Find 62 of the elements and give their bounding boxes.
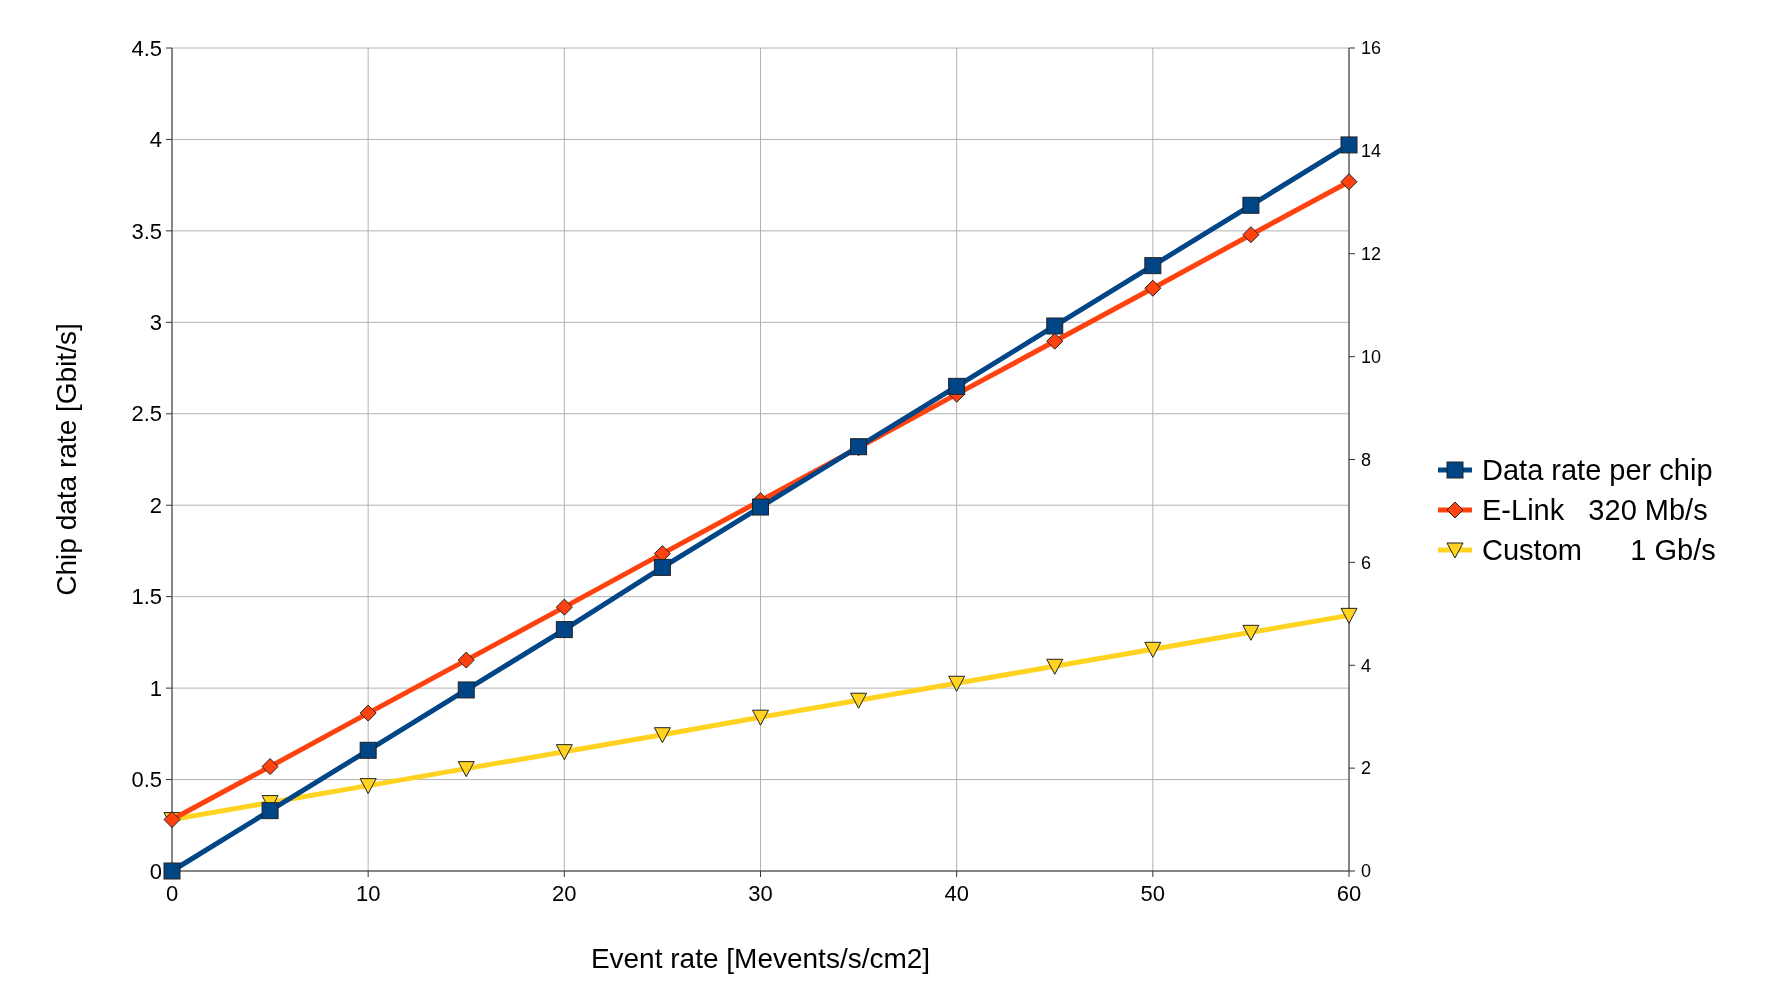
- point: [653, 558, 671, 576]
- point: [1046, 658, 1064, 675]
- x-tick-label: 10: [355, 881, 381, 906]
- legend-label: Data rate per chip: [1482, 454, 1713, 487]
- point: [555, 598, 573, 616]
- point: [359, 778, 377, 795]
- x-axis-title: Event rate [Mevents/s/cm2]: [590, 943, 931, 974]
- point: [850, 692, 868, 709]
- point: [359, 741, 377, 759]
- point: [948, 675, 966, 692]
- x-tick-label: 20: [552, 881, 577, 906]
- point: [1242, 624, 1260, 641]
- x-tick-label: 60: [1336, 881, 1362, 906]
- point: [948, 377, 966, 395]
- y-tick-label: 4: [149, 127, 162, 153]
- legend-label: Custom 1 Gb/s: [1482, 534, 1716, 567]
- point: [1340, 136, 1358, 154]
- point: [261, 758, 279, 776]
- point: [261, 802, 279, 820]
- point: [457, 651, 475, 669]
- point: [457, 761, 475, 778]
- point: [555, 744, 573, 761]
- y-tick-label: 1: [149, 675, 162, 701]
- y2-tick-label: 4: [1361, 655, 1372, 676]
- point: [1046, 317, 1064, 335]
- y-tick-label: 1.5: [131, 584, 162, 610]
- point: [752, 498, 769, 516]
- point: [653, 727, 671, 744]
- legend-label: E-Link 320 Mb/s: [1482, 494, 1708, 527]
- y2-tick-label: 14: [1361, 141, 1382, 162]
- y-tick-label: 2: [149, 492, 162, 518]
- y-tick-label: 4.5: [131, 35, 162, 61]
- y-axis-title: Chip data rate [Gbit/s]: [51, 323, 82, 596]
- y-tick-label: 0: [149, 858, 162, 884]
- point: [1242, 226, 1260, 244]
- x-tick-label: 0: [165, 881, 179, 906]
- y-tick-label: 3: [149, 310, 162, 336]
- y2-tick-label: 10: [1361, 346, 1382, 367]
- y-tick-label: 2.5: [131, 401, 162, 427]
- point: [1144, 279, 1162, 297]
- point: [1340, 607, 1358, 624]
- y2-tick-label: 6: [1361, 552, 1372, 573]
- x-tick-label: 50: [1140, 881, 1166, 906]
- point: [359, 704, 377, 722]
- point: [1340, 173, 1358, 191]
- point: [1242, 196, 1260, 214]
- point: [163, 862, 181, 880]
- point: [1144, 641, 1162, 658]
- y2-tick-label: 2: [1361, 758, 1372, 779]
- y2-tick-label: 8: [1361, 449, 1372, 470]
- y-tick-label: 3.5: [131, 218, 162, 244]
- point: [752, 709, 769, 726]
- x-tick-label: 30: [748, 881, 773, 906]
- point: [1144, 257, 1162, 275]
- point: [555, 621, 573, 639]
- y2-tick-label: 0: [1361, 861, 1372, 882]
- y-tick-label: 0.5: [131, 767, 162, 793]
- point: [457, 681, 475, 699]
- y2-tick-label: 12: [1361, 244, 1382, 265]
- point: [1046, 332, 1064, 350]
- y2-tick-label: 16: [1361, 38, 1382, 59]
- x-tick-label: 40: [944, 881, 969, 906]
